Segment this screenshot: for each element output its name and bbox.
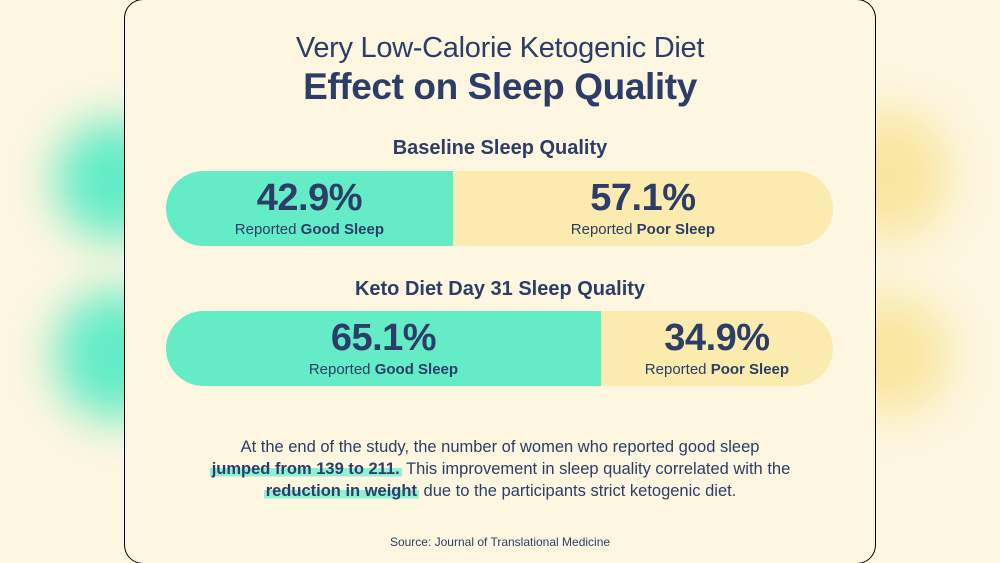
stacked-bar-baseline: 42.9% Reported Good Sleep 57.1% Reported… <box>166 171 833 246</box>
summary-paragraph: At the end of the study, the number of w… <box>209 438 791 500</box>
section-title-day31: Keto Diet Day 31 Sleep Quality <box>354 278 646 300</box>
percent-value: 42.9% <box>256 176 363 219</box>
percent-value: 57.1% <box>590 176 696 219</box>
highlight-text: reduction in weight <box>263 482 419 500</box>
segment-label: Reported Good Sleep <box>234 220 385 238</box>
segment-label: Reported Good Sleep <box>308 360 459 378</box>
section-title-baseline: Baseline Sleep Quality <box>392 137 608 159</box>
percent-value: 65.1% <box>330 316 437 359</box>
bar-segment-poor: 57.1% Reported Poor Sleep <box>452 171 833 246</box>
segment-label: Reported Poor Sleep <box>644 360 790 378</box>
page-title: Effect on Sleep Quality <box>303 66 697 107</box>
bar-segment-good: 65.1% Reported Good Sleep <box>166 311 601 386</box>
highlight-text: jumped from 139 to 211. <box>209 460 402 478</box>
stacked-bar-day31: 65.1% Reported Good Sleep 34.9% Reported… <box>166 311 833 386</box>
bar-segment-poor: 34.9% Reported Poor Sleep <box>600 311 833 386</box>
title-line-1: Very Low-Calorie Ketogenic Diet <box>295 32 705 64</box>
percent-value: 34.9% <box>664 316 770 359</box>
bar-segment-good: 42.9% Reported Good Sleep <box>166 171 453 246</box>
segment-label: Reported Poor Sleep <box>570 220 716 238</box>
infographic-card: Very Low-Calorie Ketogenic Diet Effect o… <box>125 0 875 563</box>
source-citation: Source: Journal of Translational Medicin… <box>389 535 611 549</box>
